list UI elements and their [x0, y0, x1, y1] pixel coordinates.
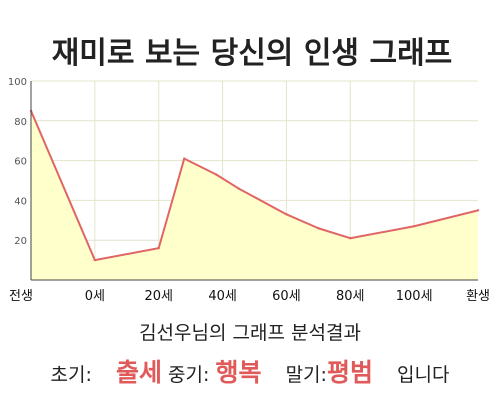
x-tick-label-6: 100세: [396, 289, 433, 304]
x-tick-label-7: 환생: [466, 289, 490, 304]
area-fill: [31, 110, 478, 280]
y-tick-label-20: 20: [14, 236, 27, 247]
x-tick-labels: 전생 0세 20세 40세 60세 80세 100세 환생: [9, 289, 490, 304]
early-label: 초기:: [50, 364, 92, 386]
late-label: 말기:: [285, 364, 327, 386]
data-point-8: [349, 237, 352, 240]
chart-title: 재미로 보는 당신의 인생 그래프: [52, 36, 453, 71]
middle-value: 행복: [215, 358, 262, 387]
summary-result: 초기: 출세 중기: 행복 말기:평범 입니다: [0, 353, 500, 389]
axes: [30, 81, 478, 281]
data-point-2: [157, 246, 160, 250]
y-tick-labels: 20 40 60 80 100: [8, 77, 27, 247]
analysis-summary: 김선우님의 그래프 분석결과 초기: 출세 중기: 행복 말기:평범 입니다: [0, 318, 500, 389]
x-tick-label-1: 0세: [85, 289, 105, 304]
data-point-10: [476, 209, 480, 212]
x-tick-label-3: 40세: [208, 289, 237, 304]
x-tick-label-0: 전생: [9, 289, 33, 304]
area-layer: [29, 109, 480, 280]
data-point-5: [237, 187, 240, 190]
data-point-1: [93, 258, 97, 262]
summary-suffix: 입니다: [397, 364, 450, 386]
middle-label: 중기:: [168, 364, 210, 386]
y-tick-label-80: 80: [14, 117, 27, 128]
data-point-4: [214, 173, 218, 176]
late-value: 평범: [326, 358, 373, 387]
y-tick-label-60: 60: [14, 157, 27, 168]
data-point-6: [285, 213, 288, 216]
data-point-7: [317, 227, 320, 230]
summary-heading: 김선우님의 그래프 분석결과: [139, 322, 361, 344]
y-tick-label-100: 100: [8, 77, 27, 88]
y-tick-label-40: 40: [14, 196, 27, 207]
x-tick-label-5: 80세: [336, 289, 365, 304]
early-value: 출세: [115, 358, 162, 387]
x-tick-label-4: 60세: [272, 289, 301, 304]
data-point-9: [412, 225, 416, 228]
data-point-3: [183, 157, 186, 160]
x-tick-label-2: 20세: [144, 289, 173, 304]
